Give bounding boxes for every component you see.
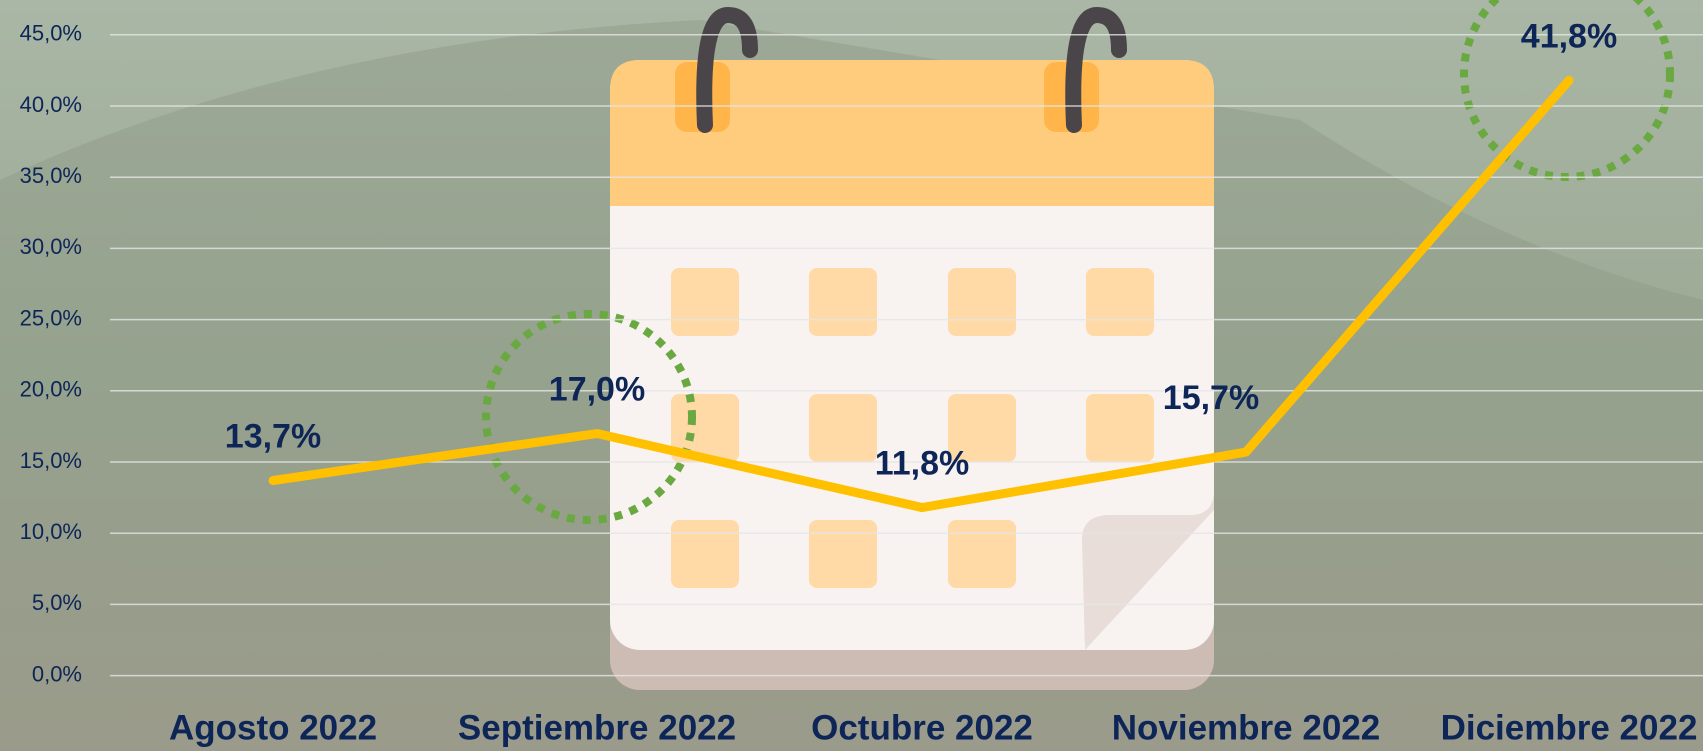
x-tick-label: Agosto 2022 [169,708,377,747]
y-tick-label: 5,0% [32,590,82,615]
highlight-circle [482,310,696,524]
y-tick-label: 15,0% [20,448,82,473]
data-label: 41,8% [1521,17,1617,55]
y-tick-label: 45,0% [20,21,82,46]
y-tick-label: 20,0% [20,377,82,402]
x-tick-label: Octubre 2022 [811,708,1033,747]
data-label: 15,7% [1163,379,1259,417]
data-label: 17,0% [549,371,645,409]
x-tick-label: Diciembre 2022 [1441,708,1698,747]
line [268,75,1574,513]
y-tick-label: 10,0% [20,519,82,544]
y-tick-label: 30,0% [20,234,82,259]
y-tick-label: 0,0% [32,661,82,686]
data-label: 13,7% [225,417,321,455]
y-tick-label: 35,0% [20,163,82,188]
x-tick-label: Septiembre 2022 [458,708,736,747]
y-tick-label: 40,0% [20,92,82,117]
calendar-icon [610,6,1214,690]
x-tick-label: Noviembre 2022 [1112,708,1380,747]
y-tick-label: 25,0% [20,305,82,330]
data-label: 11,8% [875,445,970,483]
